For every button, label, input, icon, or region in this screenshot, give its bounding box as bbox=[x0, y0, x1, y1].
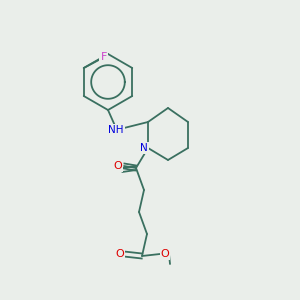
Text: F: F bbox=[100, 52, 107, 62]
Text: N: N bbox=[140, 143, 148, 153]
Text: O: O bbox=[160, 249, 169, 259]
Text: O: O bbox=[116, 249, 124, 259]
Text: O: O bbox=[114, 161, 122, 171]
Text: NH: NH bbox=[108, 125, 124, 135]
